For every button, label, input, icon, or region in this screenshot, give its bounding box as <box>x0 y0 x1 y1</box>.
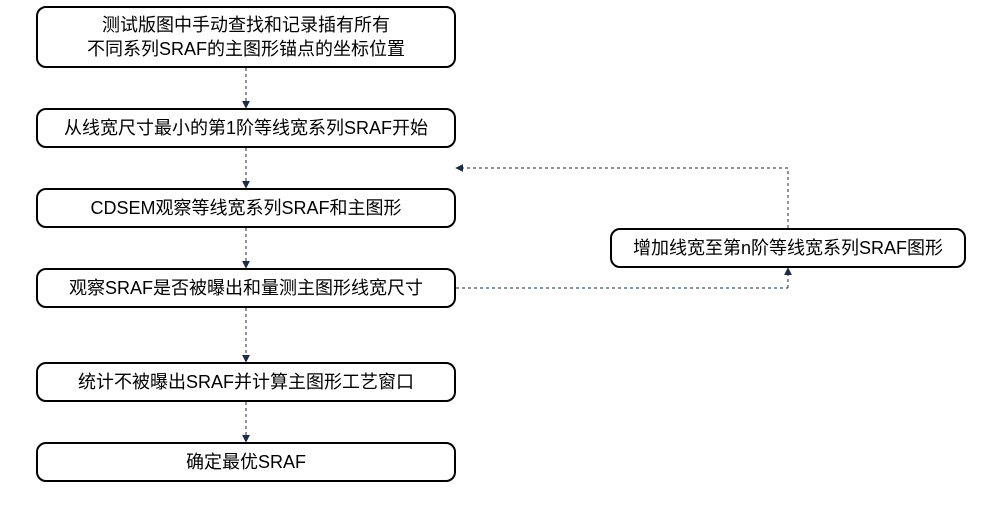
step-determine-optimal: 确定最优SRAF <box>36 442 456 482</box>
step-increase-linewidth: 增加线宽至第n阶等线宽系列SRAF图形 <box>610 228 966 268</box>
step-record-coordinates: 测试版图中手动查找和记录插有所有不同系列SRAF的主图形锚点的坐标位置 <box>36 6 456 68</box>
step-start-smallest-linewidth: 从线宽尺寸最小的第1阶等线宽系列SRAF开始 <box>36 108 456 148</box>
step-statistics-window: 统计不被曝出SRAF并计算主图形工艺窗口 <box>36 362 456 402</box>
step-cdsem-observe: CDSEM观察等线宽系列SRAF和主图形 <box>36 188 456 228</box>
step-observe-measure: 观察SRAF是否被曝出和量测主图形线宽尺寸 <box>36 268 456 308</box>
